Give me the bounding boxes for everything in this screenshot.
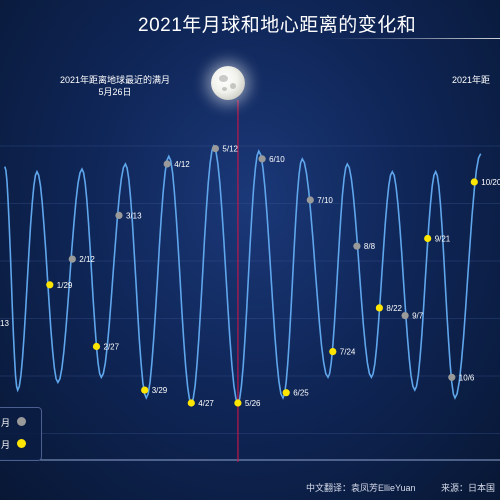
new-moon-point: [115, 211, 123, 219]
new-moon-label: 10/6: [459, 373, 475, 382]
new-moon-point: [306, 196, 314, 204]
full-moon-point: [424, 234, 432, 243]
full-moon-point: [92, 342, 101, 351]
new-moon-label: 2/12: [79, 255, 95, 264]
new-moon-label: 7/10: [317, 196, 333, 205]
legend-new-moon-swatch: [17, 417, 26, 426]
legend-full-moon-label: 月: [1, 440, 11, 450]
new-moon-point: [353, 242, 361, 250]
full-moon-label: 1/29: [57, 281, 73, 290]
full-moon-point: [470, 178, 478, 186]
legend: 月 月: [0, 407, 42, 461]
full-moon-label: 10/20: [481, 178, 500, 187]
legend-full-moon-swatch: [17, 439, 26, 448]
full-moon-label: 5/26: [245, 399, 261, 408]
distance-curve: [4, 143, 482, 405]
new-moon-point: [258, 155, 266, 163]
new-moon-label: 8/8: [364, 242, 376, 251]
legend-new-moon-label: 月: [1, 418, 11, 428]
new-moon-label: 6/10: [269, 155, 285, 164]
full-moon-label: 7/24: [340, 348, 356, 357]
source-credit: 来源：日本国: [441, 483, 496, 493]
new-moon-label: 9/7: [412, 312, 424, 321]
new-moon-point: [448, 373, 456, 381]
full-moon-point: [46, 281, 54, 289]
full-moon-label: 3/29: [152, 386, 168, 395]
new-moon-point: [68, 255, 76, 263]
full-moon-label: 8/22: [386, 304, 402, 313]
full-moon-label: 4/27: [198, 399, 214, 408]
nearest-full-moon-label: 2021年距离地球最近的满月: [60, 75, 171, 85]
nearest-full-moon-annotation: 2021年距离地球最近的满月 5月26日: [60, 74, 170, 98]
new-moon-point: [163, 160, 171, 168]
full-moon-point: [375, 304, 383, 312]
full-moon-point: [282, 389, 290, 397]
new-moon-label: 4/12: [174, 160, 190, 169]
full-moon-point: [187, 399, 195, 407]
nearest-full-moon-date: 5月26日: [98, 87, 132, 97]
translator-credit: 中文翻译：袁凤芳EllieYuan: [306, 483, 416, 493]
right-annotation-partial: 2021年距: [452, 75, 491, 85]
new-moon-label: 5/12: [222, 145, 238, 154]
full-moon-point: [234, 399, 242, 407]
new-moon-label: 3/13: [126, 211, 142, 220]
full-moon-icon: [211, 66, 245, 100]
full-moon-label: 9/21: [435, 235, 451, 244]
full-moon-label: 2/27: [104, 343, 120, 352]
new-moon-point: [401, 312, 409, 320]
chart-title: 2021年月球和地心距离的变化和: [138, 15, 417, 36]
full-moon-label: 6/25: [293, 389, 309, 398]
partial-point-label: 13: [0, 319, 9, 328]
title-underline: [330, 38, 500, 39]
new-moon-point: [211, 145, 219, 153]
full-moon-point: [329, 348, 337, 356]
full-moon-point: [141, 386, 149, 394]
